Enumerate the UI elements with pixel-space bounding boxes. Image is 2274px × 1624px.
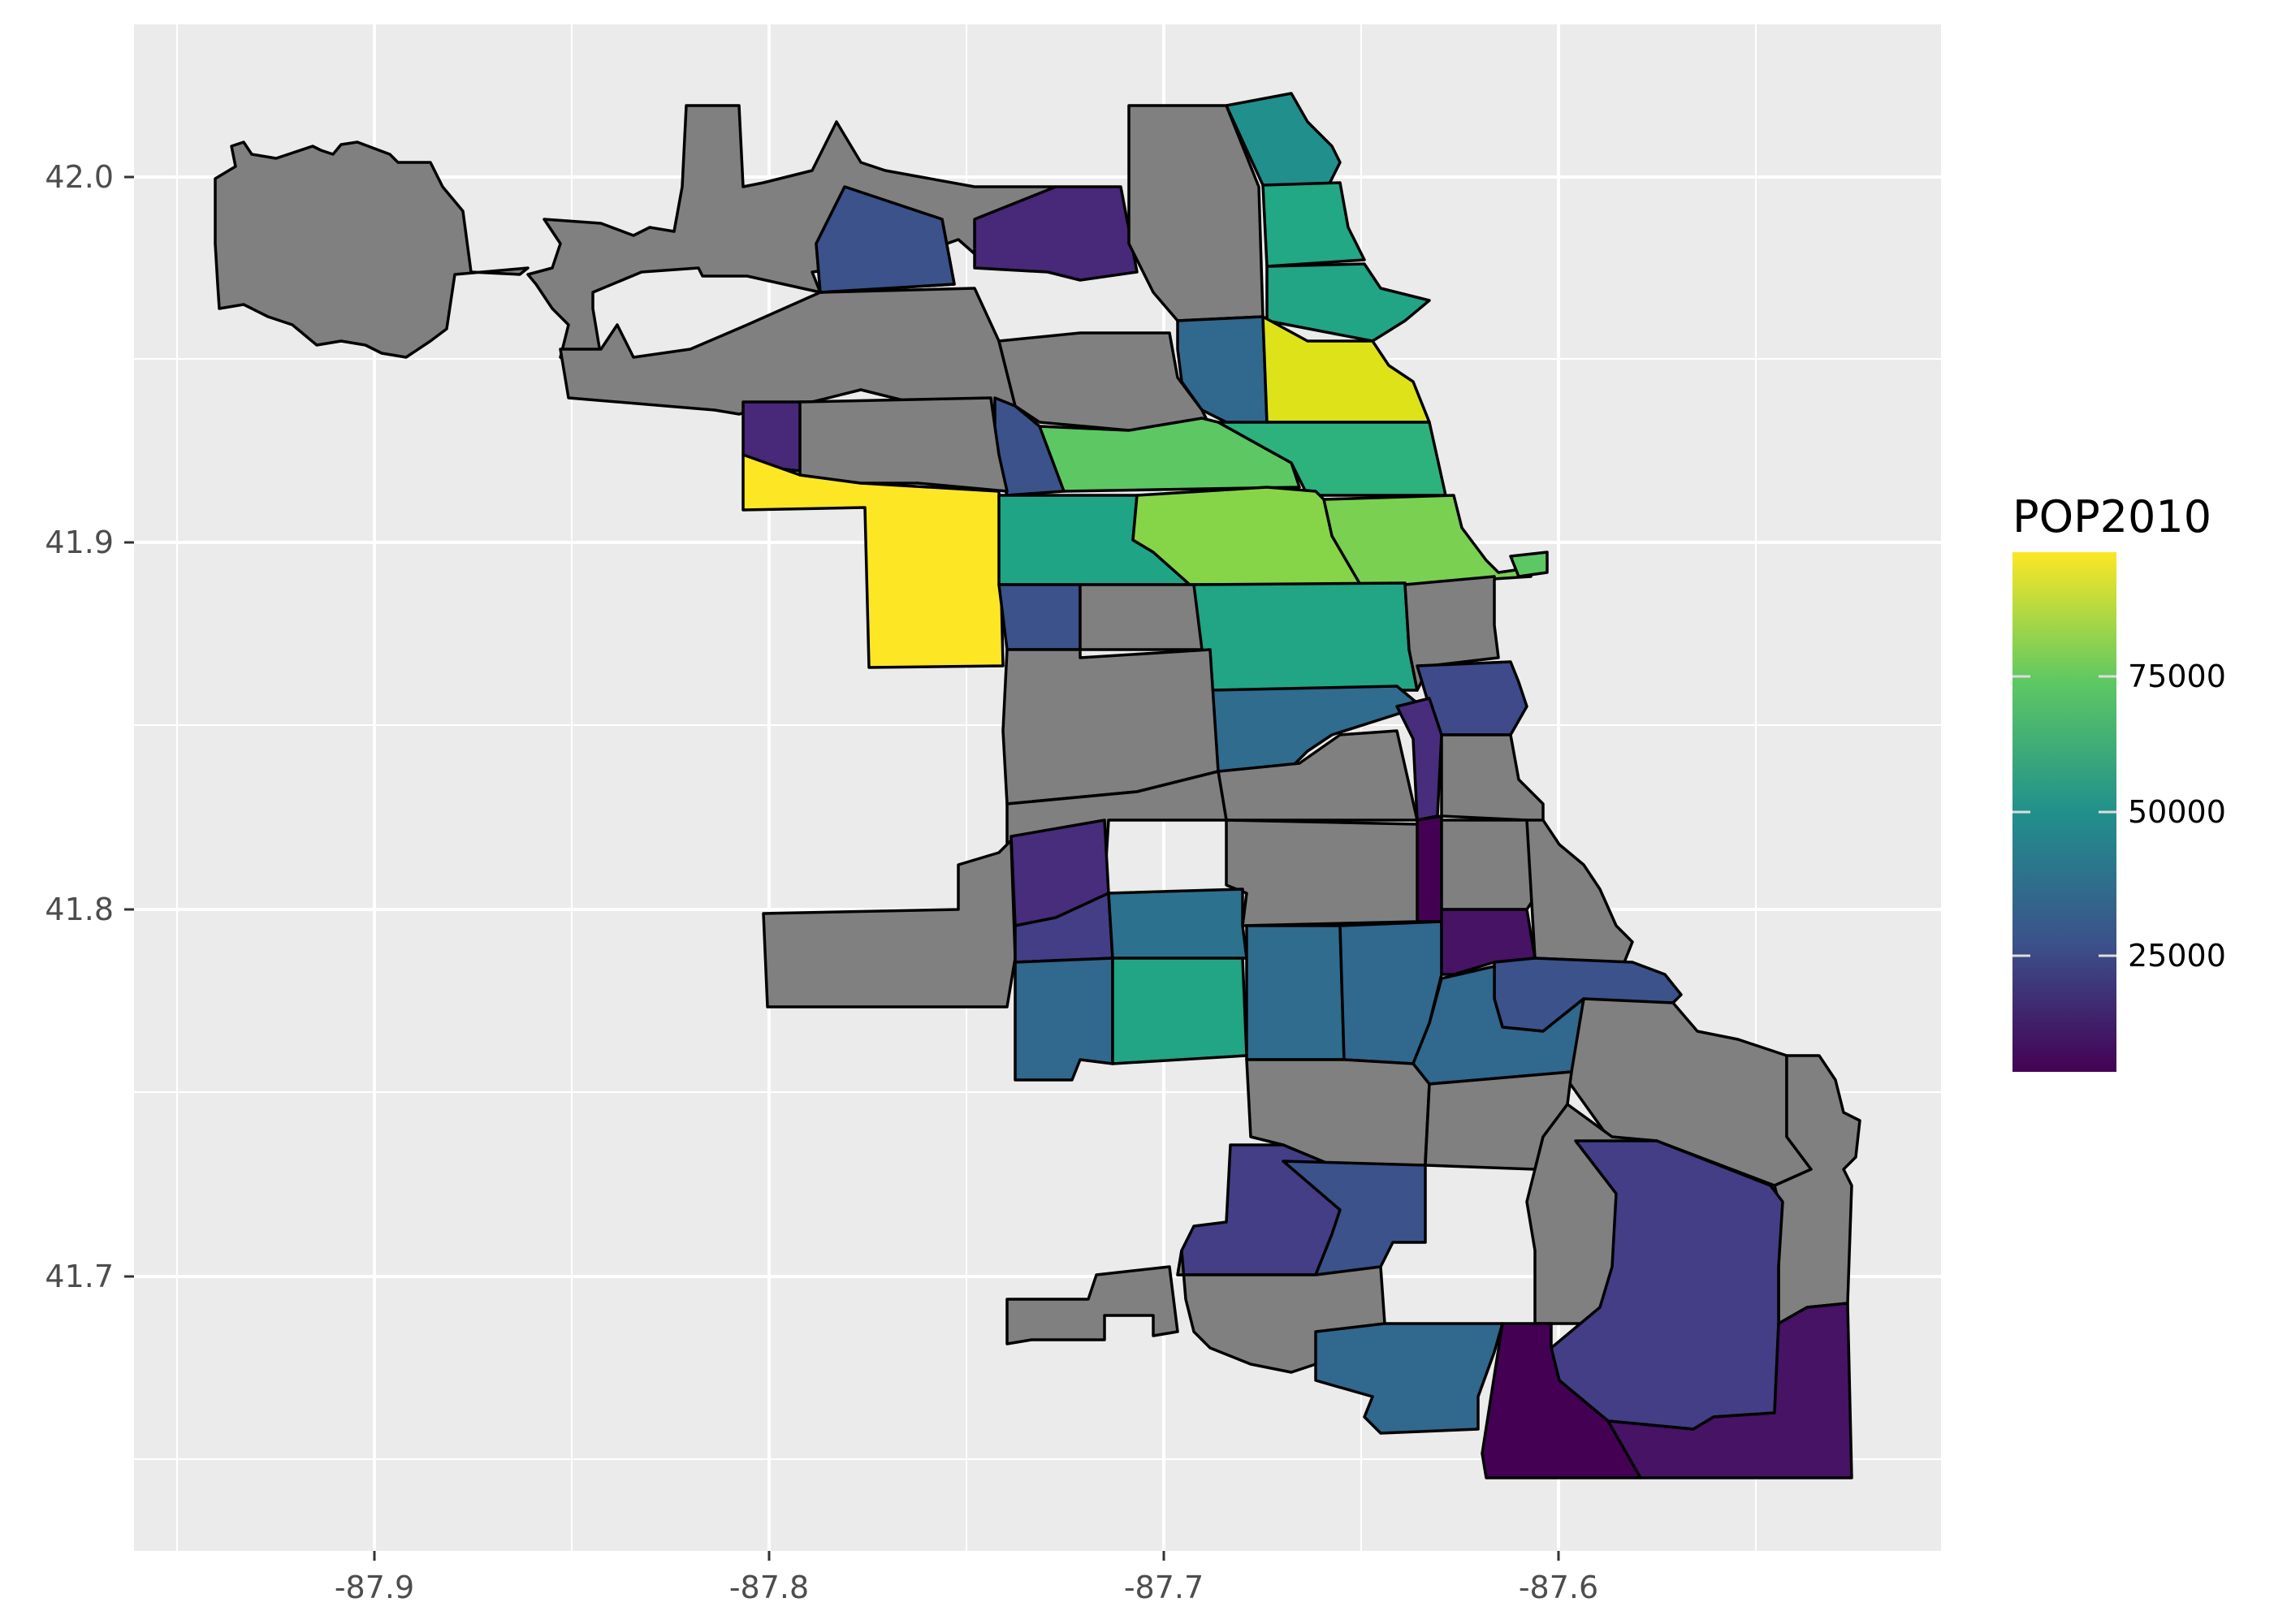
area-chicago-lawn (1111, 957, 1248, 1065)
area-edgewater (1261, 181, 1366, 268)
area-brighton-park (1107, 888, 1248, 960)
legend-label: 25000 (2128, 938, 2226, 974)
area-near-north-small (1509, 551, 1549, 578)
area-near-north-gray (1403, 575, 1500, 692)
y-tick-labels: 42.0 41.9 41.8 41.7 (45, 159, 114, 1294)
legend-label: 75000 (2128, 659, 2226, 694)
legend: POP2010 25000 50000 75000 (2012, 491, 2226, 1072)
axis-ticks (124, 175, 1560, 1561)
x-tick-label: -87.9 (335, 1570, 414, 1605)
area-humboldt (1079, 583, 1204, 651)
area-nw-mid-gray (798, 396, 1009, 493)
area-mount-greenwood (1005, 1265, 1179, 1345)
area-forestglen (973, 185, 1139, 282)
area-clearing (1014, 957, 1114, 1082)
area-hegewisch (1606, 1302, 1853, 1479)
area-mckinley (1225, 818, 1419, 927)
y-tick-label: 42.0 (45, 159, 114, 195)
x-tick-label: -87.6 (1519, 1570, 1598, 1605)
area-west-town (1192, 581, 1419, 692)
y-tick-label: 41.8 (45, 892, 114, 927)
legend-ticks (2012, 675, 2116, 957)
area-kenwood (1440, 818, 1537, 911)
legend-label: 50000 (2128, 794, 2226, 830)
y-tick-label: 41.9 (45, 525, 114, 560)
y-tick-label: 41.7 (45, 1259, 114, 1294)
legend-title: POP2010 (2012, 491, 2211, 542)
area-austin (997, 583, 1082, 651)
area-uptown (1265, 262, 1431, 343)
x-tick-label: -87.8 (729, 1570, 809, 1605)
x-tick-label: -87.7 (1124, 1570, 1204, 1605)
map-areas (214, 92, 1861, 1479)
area-ohare (214, 140, 530, 359)
area-sauganash (815, 185, 956, 294)
x-tick-labels: -87.9 -87.8 -87.7 -87.6 (335, 1570, 1598, 1605)
area-west-englewood (1245, 924, 1346, 1061)
area-south-loop-gray (1440, 733, 1545, 830)
area-douglas (1416, 814, 1443, 923)
area-west-pullman (1314, 1322, 1504, 1435)
